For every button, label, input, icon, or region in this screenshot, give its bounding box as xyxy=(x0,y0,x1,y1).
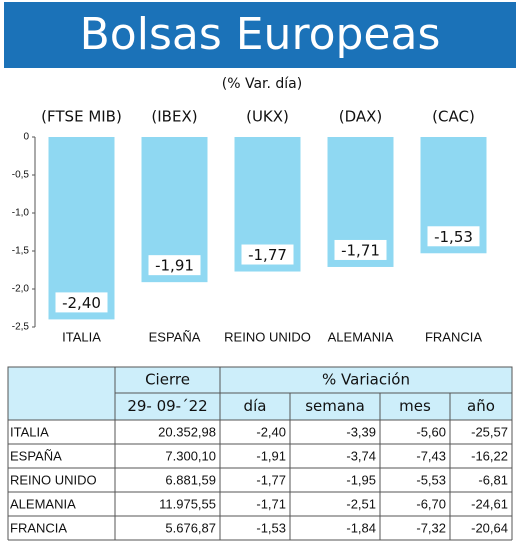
table-cell: -25,57 xyxy=(471,424,508,439)
chart-subtitle: (% Var. día) xyxy=(222,76,302,92)
table-cell: -1,95 xyxy=(346,472,376,487)
table-cell: -1,84 xyxy=(346,520,376,535)
value-label-box xyxy=(334,239,387,260)
value-label: -1,77 xyxy=(248,246,287,264)
index-label: (IBEX) xyxy=(151,108,197,126)
table-header: Cierre xyxy=(145,371,190,389)
row-label: REINO UNIDO xyxy=(10,472,97,487)
x-tick-label: FRANCIA xyxy=(425,329,482,344)
table-cell: -3,39 xyxy=(346,424,376,439)
chart-title: Bolsas Europeas xyxy=(80,9,441,60)
table-cell: -7,32 xyxy=(416,520,446,535)
table-cell: -6,81 xyxy=(478,472,508,487)
value-label-box xyxy=(148,255,201,276)
table-cell: -3,74 xyxy=(346,448,376,463)
table-cell: -16,22 xyxy=(471,448,508,463)
table-cell: 6.881,59 xyxy=(165,472,216,487)
table-cell: -1,71 xyxy=(256,496,286,511)
value-label-box xyxy=(241,244,294,265)
value-label-box xyxy=(55,292,108,313)
table-cell: -1,91 xyxy=(256,448,286,463)
index-label: (CAC) xyxy=(432,108,475,126)
table-cell: 5.676,87 xyxy=(165,520,216,535)
bar xyxy=(48,137,115,320)
y-tick-label: -0,5 xyxy=(12,170,30,181)
row-label: FRANCIA xyxy=(10,520,67,535)
table-cell: -2,40 xyxy=(256,424,286,439)
table-subheader: año xyxy=(467,397,495,415)
table-subheader: mes xyxy=(399,397,431,415)
x-tick-label: ITALIA xyxy=(62,329,101,344)
table-cell: -5,60 xyxy=(416,424,446,439)
table-cell: -6,70 xyxy=(416,496,446,511)
x-tick-label: REINO UNIDO xyxy=(224,329,311,344)
table-cell: -1,53 xyxy=(256,520,286,535)
y-tick-label: -1,5 xyxy=(12,246,30,257)
value-label: -1,91 xyxy=(155,257,194,275)
table-subheader: día xyxy=(244,397,267,415)
table-cell: -2,51 xyxy=(346,496,376,511)
index-label: (UKX) xyxy=(246,108,289,126)
y-tick-label: -1,0 xyxy=(12,208,30,219)
row-label: ALEMANIA xyxy=(10,496,76,511)
table-cell: -1,77 xyxy=(256,472,286,487)
y-tick-label: -2,0 xyxy=(12,284,30,295)
table-subheader: 29- 09-´22 xyxy=(127,397,207,415)
table-cell: 7.300,10 xyxy=(165,448,216,463)
table-subheader: semana xyxy=(305,397,365,415)
y-tick-label: -2,5 xyxy=(12,322,30,333)
table-cell: -5,53 xyxy=(416,472,446,487)
table-cell: -24,61 xyxy=(471,496,508,511)
table-cell: -20,64 xyxy=(471,520,508,535)
row-label: ITALIA xyxy=(10,424,49,439)
x-tick-label: ESPAÑA xyxy=(149,329,201,344)
value-label-box xyxy=(427,226,480,247)
value-label: -2,40 xyxy=(62,294,101,312)
value-label: -1,71 xyxy=(341,241,380,259)
y-tick-label: 0 xyxy=(23,132,29,143)
table-cell: 20.352,98 xyxy=(158,424,216,439)
index-label: (FTSE MIB) xyxy=(41,108,122,126)
row-label: ESPAÑA xyxy=(10,448,62,463)
index-label: (DAX) xyxy=(339,108,383,126)
title-banner xyxy=(4,2,516,68)
table-cell: 11.975,55 xyxy=(159,496,216,511)
table-header: % Variación xyxy=(322,371,410,389)
table-cell: -7,43 xyxy=(416,448,446,463)
x-tick-label: ALEMANIA xyxy=(328,329,394,344)
value-label: -1,53 xyxy=(434,228,473,246)
